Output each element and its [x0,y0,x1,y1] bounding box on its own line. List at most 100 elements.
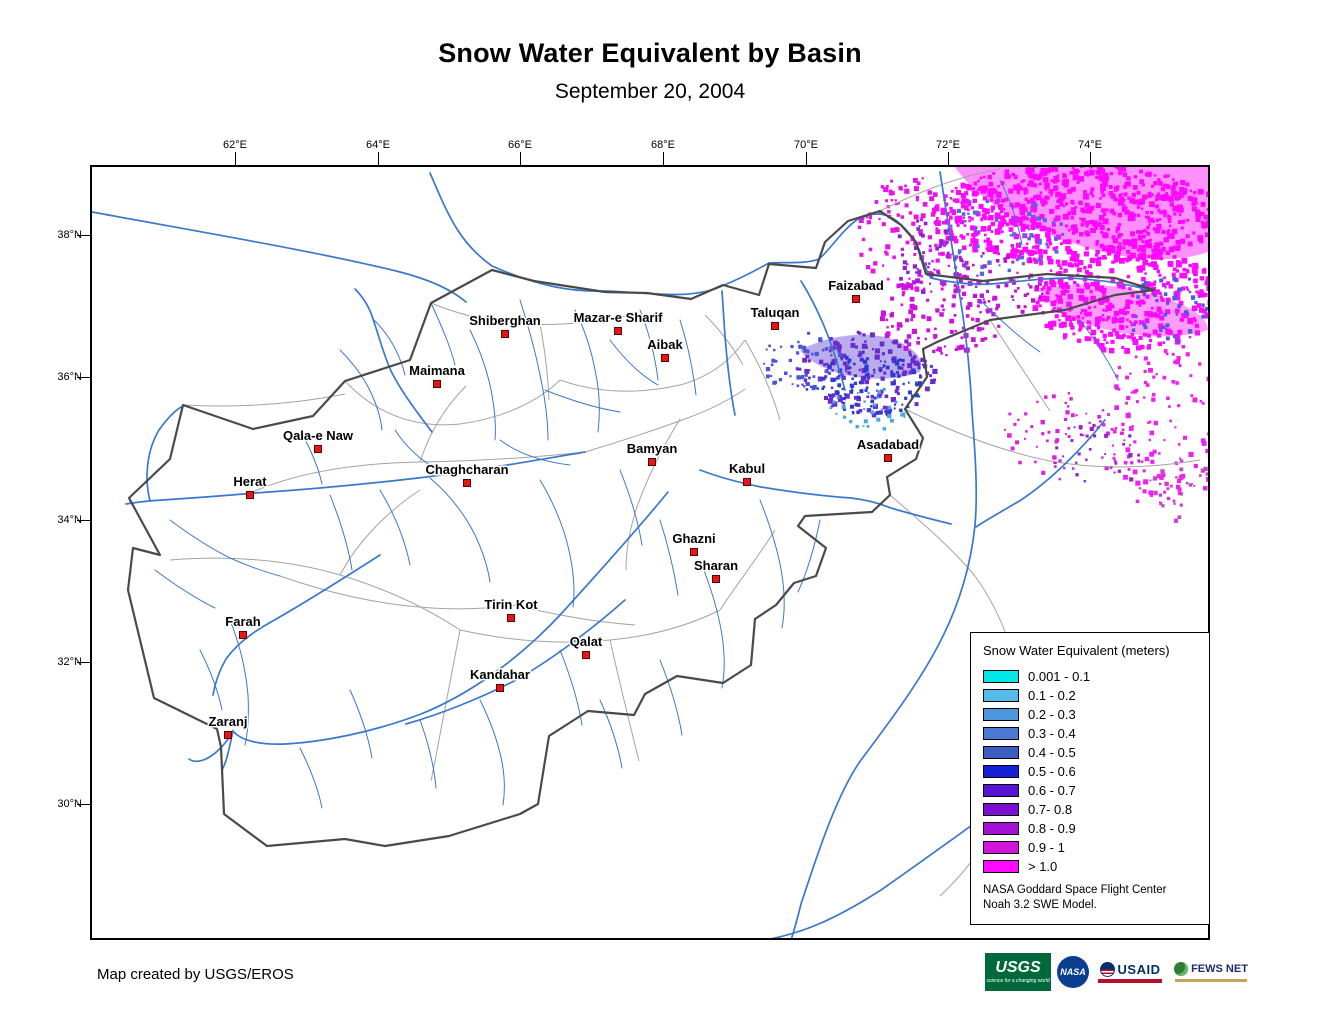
fewsnet-logo-bar [1175,979,1247,982]
city-asadabad: Asadabad [855,436,921,462]
city-label: Qala-e Naw [283,428,354,443]
legend-source-line2: Noah 3.2 SWE Model. [983,898,1097,911]
city-marker [852,295,860,303]
legend-entry-label: 0.5 - 0.6 [1028,764,1076,779]
legend-entry-label: 0.001 - 0.1 [1028,669,1091,684]
lon-tick-mark [520,152,521,165]
legend-entry-label: > 1.0 [1028,859,1058,874]
lat-tick-label: 32°N [57,656,82,668]
legend-entry-label: 0.9 - 1 [1028,840,1065,855]
city-label: Zaranj [208,714,247,729]
legend-entries: 0.001 - 0.1 0.1 - 0.2 0.2 - 0.3 0.3 - 0.4 0.… [983,667,1203,876]
city-label: Asadabad [857,437,919,452]
city-bamyan: Bamyan [625,440,679,466]
city-label: Taluqan [751,305,800,320]
map-area: Faizabad Taluqan Mazar-e Sharif Shiberghan A… [90,165,1210,940]
legend-entry: 0.5 - 0.6 [983,762,1203,781]
city-marker [690,548,698,556]
legend-entry: 0.9 - 1 [983,838,1203,857]
lat-tick-label: 36°N [57,371,82,383]
legend-swatch [983,670,1019,683]
usaid-logo-text: USAID [1117,961,1161,977]
lon-tick-label: 72°E [936,139,960,151]
city-qalat: Qalat [568,633,604,659]
city-label: Chaghcharan [425,462,508,477]
city-marker [314,445,322,453]
legend-source-line1: NASA Goddard Space Flight Center [983,884,1167,896]
nasa-logo: NASA [1057,956,1089,988]
lon-tick-mark [1090,152,1091,165]
city-kabul: Kabul [727,460,767,486]
city-marker [239,631,247,639]
legend-title: Snow Water Equivalent (meters) [983,643,1170,658]
legend-swatch [983,746,1019,759]
city-faizabad: Faizabad [827,277,885,303]
lat-tick-mark [77,804,90,805]
city-label: Mazar-e Sharif [574,310,664,325]
city-marker [582,651,590,659]
legend-swatch [983,784,1019,797]
city-marker [463,479,471,487]
usaid-logo: USAID [1095,953,1165,991]
usaid-emblem-icon [1099,961,1115,977]
city-label: Bamyan [627,441,678,456]
city-label: Tirin Kot [484,597,538,612]
legend-swatch [983,860,1019,873]
city-marker [884,454,892,462]
city-herat: Herat [232,473,269,499]
city-sharan: Sharan [692,557,740,583]
city-label: Aibak [647,337,683,352]
city-marker [496,684,504,692]
nasa-logo-text: NASA [1060,967,1086,977]
legend-swatch [983,822,1019,835]
city-mazar-e-sharif: Mazar-e Sharif [572,309,665,335]
city-label: Shiberghan [469,313,541,328]
legend-entry: 0.8 - 0.9 [983,819,1203,838]
legend-entry: 0.1 - 0.2 [983,686,1203,705]
fewsnet-logo-text: FEWS NET [1191,963,1248,975]
city-label: Kabul [729,461,765,476]
footer-logos: USGS science for a changing world NASA U… [985,951,1251,993]
usgs-logo-tagline: science for a changing world [986,978,1050,984]
city-marker [661,354,669,362]
city-label: Ghazni [672,531,715,546]
city-chaghcharan: Chaghcharan [424,461,510,487]
legend-source: NASA Goddard Space Flight Center Noah 3.… [983,883,1203,913]
lon-tick-label: 68°E [651,139,675,151]
lon-tick-label: 62°E [223,139,247,151]
legend-entry-label: 0.3 - 0.4 [1028,726,1076,741]
city-aibak: Aibak [646,336,685,362]
legend-entry: 0.2 - 0.3 [983,705,1203,724]
lon-tick-mark [663,152,664,165]
lat-tick-mark [77,520,90,521]
city-zaranj: Zaranj [207,713,249,739]
legend-swatch [983,689,1019,702]
lat-tick-label: 34°N [57,514,82,526]
usaid-logo-bar [1098,978,1162,983]
city-qala-e-naw: Qala-e Naw [281,427,355,453]
legend-entry-label: 0.2 - 0.3 [1028,707,1076,722]
legend-swatch [983,708,1019,721]
lat-tick-mark [77,235,90,236]
city-label: Maimana [409,363,465,378]
legend-swatch [983,841,1019,854]
city-marker [246,491,254,499]
lon-tick-label: 70°E [794,139,818,151]
city-marker [771,322,779,330]
city-marker [433,380,441,388]
city-marker [501,330,509,338]
map-title: Snow Water Equivalent by Basin [438,38,862,68]
legend-entry: > 1.0 [983,857,1203,876]
legend: Snow Water Equivalent (meters) 0.001 - 0… [970,632,1210,925]
city-label: Herat [233,474,267,489]
legend-entry-label: 0.8 - 0.9 [1028,821,1076,836]
lat-tick-label: 30°N [57,798,82,810]
legend-entry-label: 0.7- 0.8 [1028,802,1073,817]
city-ghazni: Ghazni [671,530,717,556]
city-farah: Farah [224,613,262,639]
lon-tick-label: 66°E [508,139,532,151]
lon-tick-label: 74°E [1078,139,1102,151]
legend-swatch [983,803,1019,816]
city-maimana: Maimana [408,362,467,388]
